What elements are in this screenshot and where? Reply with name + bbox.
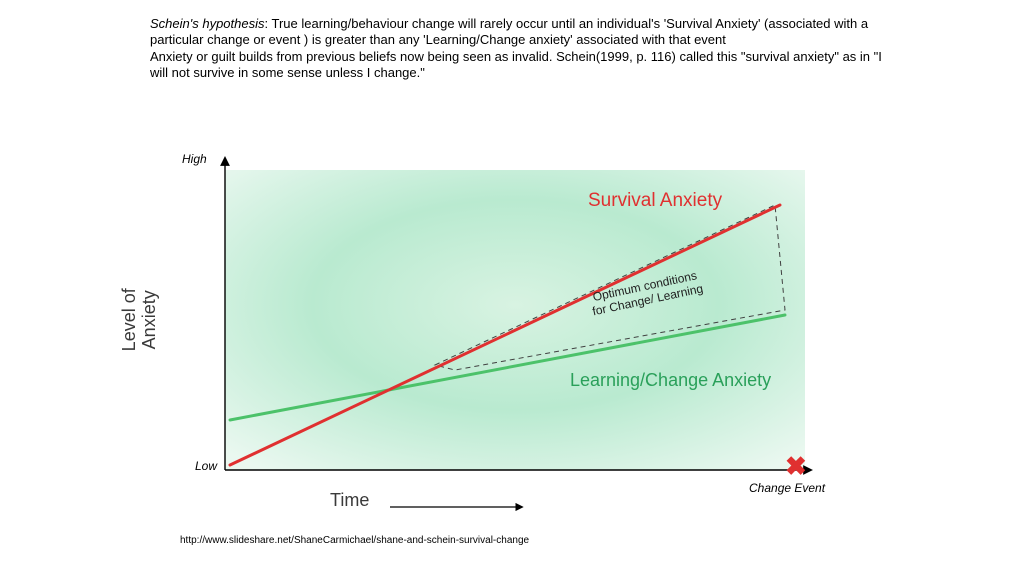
time-arrow-icon [390, 501, 530, 513]
chart-area [180, 150, 820, 510]
y-axis-label: Level of Anxiety [120, 288, 160, 351]
change-event-label: Change Event [749, 481, 825, 495]
header-body-2: Anxiety or guilt builds from previous be… [150, 49, 882, 80]
header-text-block: Schein's hypothesis: True learning/behav… [150, 16, 890, 81]
header-title: Schein's hypothesis [150, 16, 265, 31]
source-url: http://www.slideshare.net/ShaneCarmichae… [180, 535, 529, 546]
x-axis-label: Time [330, 490, 369, 511]
page-root: Schein's hypothesis: True learning/behav… [0, 0, 1024, 576]
change-event-marker-icon: ✖ [785, 451, 807, 482]
survival-label: Survival Anxiety [588, 190, 722, 212]
chart-svg [180, 150, 820, 510]
learning-label: Learning/Change Anxiety [570, 370, 771, 391]
